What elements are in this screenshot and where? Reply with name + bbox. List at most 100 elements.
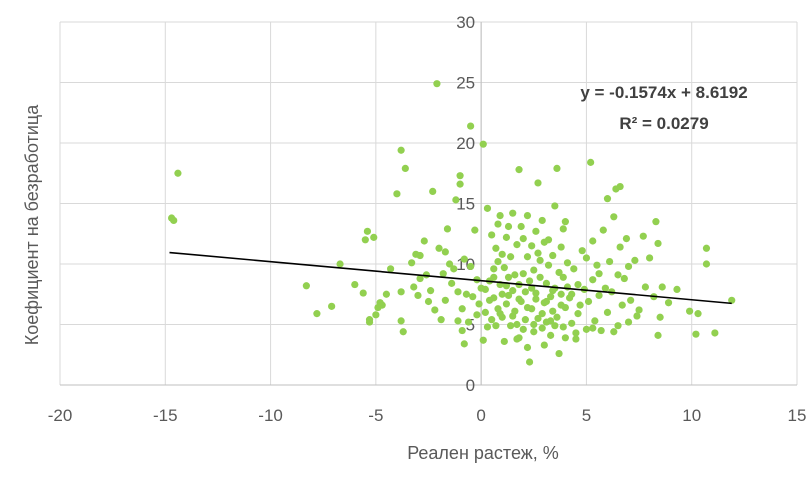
data-point xyxy=(475,300,483,308)
data-point xyxy=(416,274,424,283)
data-point xyxy=(532,289,540,297)
data-point xyxy=(563,259,572,267)
data-point xyxy=(551,322,559,330)
data-point xyxy=(523,253,532,261)
data-point xyxy=(530,320,538,329)
data-point xyxy=(544,236,553,244)
data-point xyxy=(515,166,523,174)
data-point xyxy=(574,280,582,289)
data-point xyxy=(483,204,492,212)
data-point xyxy=(456,172,464,180)
data-point xyxy=(498,290,506,298)
data-point xyxy=(458,326,466,335)
data-point xyxy=(641,283,649,291)
data-point xyxy=(601,284,609,292)
data-point xyxy=(561,218,569,226)
data-point xyxy=(658,283,666,291)
data-point xyxy=(656,313,664,321)
data-point xyxy=(549,251,557,260)
data-point xyxy=(551,202,559,210)
data-point xyxy=(454,288,462,296)
x-tick-label: -5 xyxy=(368,406,383,425)
data-point xyxy=(576,301,584,309)
data-point xyxy=(582,325,591,333)
data-point xyxy=(614,322,622,330)
data-point xyxy=(589,276,597,284)
data-point xyxy=(568,319,576,327)
data-point xyxy=(570,265,578,273)
y-tick-label: 15 xyxy=(456,195,475,214)
data-point xyxy=(414,291,422,300)
data-point xyxy=(549,287,557,295)
data-point xyxy=(557,243,565,251)
data-point xyxy=(654,239,662,248)
data-point xyxy=(534,249,542,257)
data-point xyxy=(502,282,511,290)
data-point xyxy=(536,256,544,264)
data-point xyxy=(574,310,582,318)
data-point xyxy=(507,253,515,261)
data-point xyxy=(488,231,496,239)
x-tick-label: -15 xyxy=(153,406,178,425)
trendline-r-squared: R² = 0.0279 xyxy=(619,114,708,133)
data-point xyxy=(624,262,633,271)
data-point xyxy=(547,317,555,325)
data-point xyxy=(728,296,736,304)
data-point xyxy=(492,322,500,330)
data-point xyxy=(370,233,378,241)
data-point xyxy=(559,225,567,233)
data-point xyxy=(464,318,473,326)
data-point xyxy=(589,324,597,332)
data-point xyxy=(443,225,452,233)
data-point xyxy=(460,340,468,348)
data-point xyxy=(521,288,529,296)
data-point xyxy=(494,220,502,228)
data-point xyxy=(686,307,694,315)
data-point xyxy=(519,270,527,278)
data-point xyxy=(481,308,489,316)
data-point xyxy=(490,273,498,281)
data-point xyxy=(578,247,586,255)
data-point xyxy=(553,313,561,321)
data-point xyxy=(599,226,607,234)
data-point xyxy=(399,328,407,336)
data-point xyxy=(498,250,506,258)
data-point xyxy=(397,146,405,154)
data-point xyxy=(605,257,614,266)
data-point xyxy=(511,271,519,279)
data-point xyxy=(504,222,513,231)
data-point xyxy=(530,266,538,274)
y-tick-label: 30 xyxy=(456,13,475,32)
data-point xyxy=(523,212,532,220)
data-point xyxy=(513,335,521,343)
data-point xyxy=(622,234,631,243)
data-point xyxy=(519,325,527,333)
y-tick-label: 20 xyxy=(456,134,475,153)
data-point xyxy=(652,218,660,226)
data-point xyxy=(530,328,538,336)
data-point xyxy=(469,293,477,301)
data-point xyxy=(618,301,626,309)
data-point xyxy=(481,285,489,294)
data-point xyxy=(595,291,603,300)
data-point xyxy=(572,335,580,343)
data-point xyxy=(555,268,563,277)
data-point xyxy=(502,233,511,241)
data-point xyxy=(542,279,551,287)
data-point xyxy=(471,226,479,234)
data-point xyxy=(521,316,529,324)
data-point xyxy=(692,330,700,338)
data-point xyxy=(420,237,428,245)
x-tick-label: 0 xyxy=(476,406,485,425)
data-point xyxy=(549,307,557,315)
data-point xyxy=(467,262,475,271)
data-point xyxy=(534,314,542,323)
data-point xyxy=(616,182,624,191)
x-tick-label: 15 xyxy=(788,406,807,425)
data-point xyxy=(488,316,496,324)
data-point xyxy=(620,274,628,283)
data-point xyxy=(542,297,551,306)
data-point xyxy=(513,241,521,249)
data-point xyxy=(582,254,591,262)
